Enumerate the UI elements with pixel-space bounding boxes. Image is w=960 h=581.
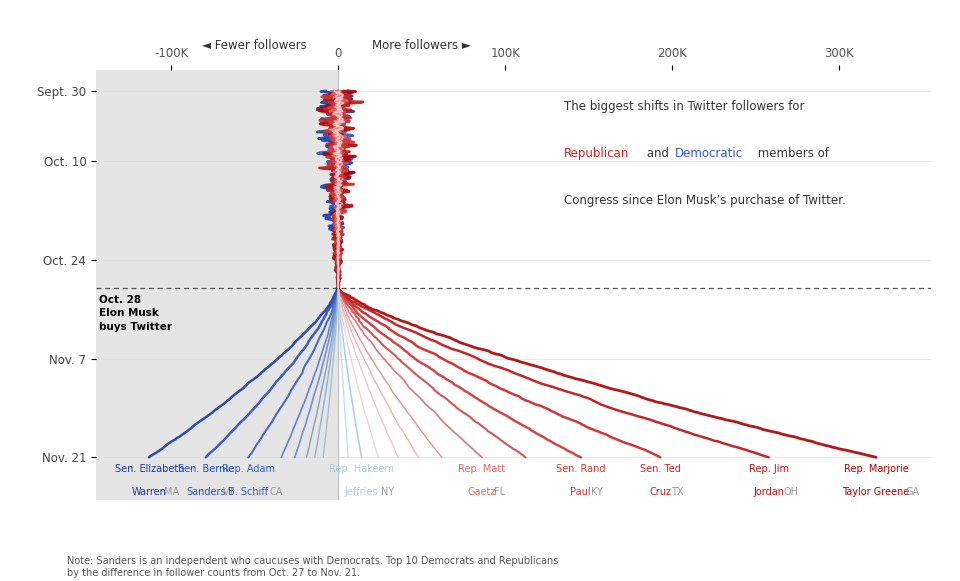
Text: GA: GA (906, 487, 920, 497)
Text: Taylor Greene: Taylor Greene (843, 487, 910, 497)
Text: Rep. Marjorie: Rep. Marjorie (844, 464, 908, 475)
Text: TX: TX (671, 487, 684, 497)
Text: Congress since Elon Musk’s purchase of Twitter.: Congress since Elon Musk’s purchase of T… (564, 195, 846, 207)
Text: Sen. Ted: Sen. Ted (640, 464, 681, 475)
Text: OH: OH (784, 487, 799, 497)
Text: Warren: Warren (132, 487, 167, 497)
Text: More followers ►: More followers ► (372, 38, 471, 52)
Text: Rep. Hakeem: Rep. Hakeem (329, 464, 395, 475)
Text: Rep. Matt: Rep. Matt (458, 464, 505, 475)
Text: Note: Sanders is an independent who caucuses with Democrats. Top 10 Democrats an: Note: Sanders is an independent who cauc… (67, 557, 559, 578)
Text: Paul: Paul (570, 487, 590, 497)
Text: NY: NY (380, 487, 394, 497)
Text: Sen. Rand: Sen. Rand (556, 464, 605, 475)
Text: VT: VT (223, 487, 235, 497)
Text: Republican: Republican (564, 147, 629, 160)
Text: CA: CA (269, 487, 282, 497)
Text: FL: FL (494, 487, 506, 497)
Text: Oct. 28
Elon Musk
buys Twitter: Oct. 28 Elon Musk buys Twitter (99, 295, 173, 332)
Text: Gaetz: Gaetz (468, 487, 496, 497)
Text: Democratic: Democratic (675, 147, 743, 160)
Text: Rep. Adam: Rep. Adam (222, 464, 275, 475)
Text: KY: KY (590, 487, 603, 497)
Text: Sen. Elizabeth: Sen. Elizabeth (114, 464, 184, 475)
Text: B. Schiff: B. Schiff (228, 487, 268, 497)
Text: members of: members of (755, 147, 829, 160)
Text: Jordan: Jordan (754, 487, 784, 497)
Text: The biggest shifts in Twitter followers for: The biggest shifts in Twitter followers … (564, 100, 804, 113)
Text: Cruz: Cruz (650, 487, 672, 497)
Text: ◄ Fewer followers: ◄ Fewer followers (203, 38, 307, 52)
Text: Sanders: Sanders (186, 487, 226, 497)
Bar (96, 70, 338, 500)
Text: Rep. Jim: Rep. Jim (749, 464, 789, 475)
Text: Jeffries: Jeffries (345, 487, 378, 497)
Text: MA: MA (164, 487, 180, 497)
Text: and: and (643, 147, 673, 160)
Text: Sen. Bernie: Sen. Bernie (179, 464, 234, 475)
